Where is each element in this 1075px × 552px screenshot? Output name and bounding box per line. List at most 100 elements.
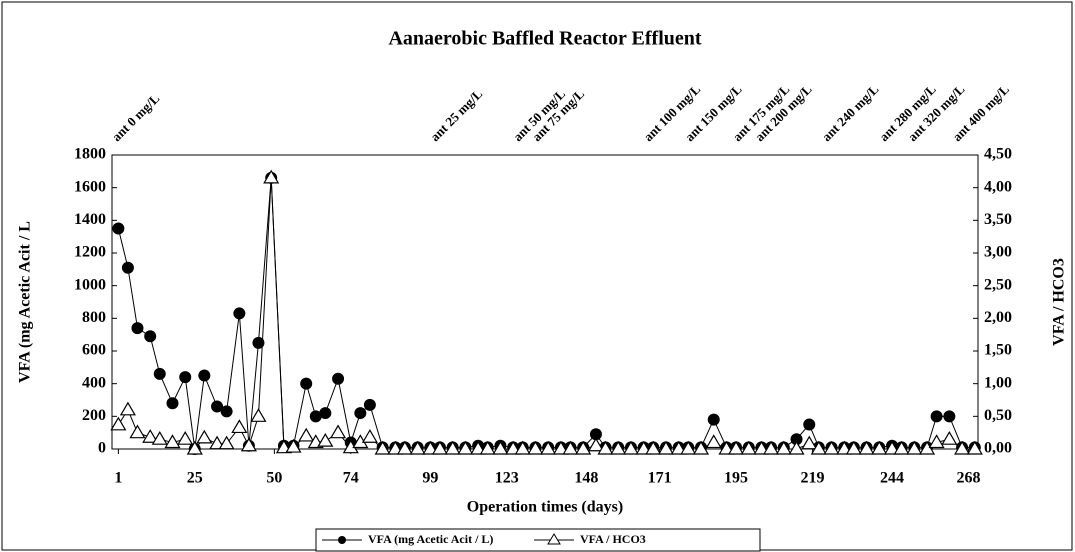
x-tick-label: 268 [956,470,980,487]
data-point [409,440,426,455]
y2-tick-label: 3,50 [984,211,1012,228]
data-point [422,440,439,455]
x-tick-label: 74 [343,470,359,487]
data-point [575,440,592,455]
data-point [871,440,888,455]
data-point [883,440,901,455]
data-point [250,408,267,422]
x-tick-label: 219 [800,470,824,487]
data-point [361,429,378,443]
y-tick-label: 400 [82,374,106,391]
data-point [387,440,404,455]
data-point [552,440,569,455]
data-point [354,407,367,420]
data-point [727,440,745,455]
data-point [186,440,203,455]
data-point [587,437,604,452]
data-point [645,440,662,455]
data-point [858,440,875,455]
x-axis-label: Operation times (days) [467,499,623,516]
data-point [906,440,923,455]
data-point [298,427,315,442]
data-point [119,401,136,416]
data-point [803,418,816,431]
data-point [622,440,640,455]
data-point [121,261,134,274]
y2-tick-label: 2,50 [984,276,1012,293]
data-point [941,431,958,445]
data-point [692,440,710,455]
data-point [151,431,168,445]
data-point [396,440,413,455]
data-point [218,435,235,450]
data-point [775,440,792,455]
data-point [763,440,780,455]
data-point [231,419,248,434]
data-point [928,434,945,449]
data-point [240,437,257,452]
data-point [233,307,246,320]
x-tick-label: 50 [266,470,282,487]
data-point [142,429,159,443]
y2-tick-label: 0,00 [984,440,1012,457]
y-tick-label: 1400 [74,211,106,228]
data-point [444,440,461,455]
legend-label: VFA / HCO3 [580,532,646,546]
y-tick-label: 1000 [74,276,106,293]
data-point [164,434,181,449]
x-tick-label: 99 [422,470,438,487]
data-point [374,440,391,455]
data-point [319,407,332,420]
y2-tick-label: 1,50 [984,342,1012,359]
y2-tick-label: 4,00 [984,178,1012,195]
data-point [930,410,943,423]
data-point [110,416,127,431]
data-point [470,440,487,455]
data-point [753,440,770,455]
data-point [740,440,757,455]
data-point [610,440,627,455]
x-tick-label: 25 [187,470,203,487]
y-tick-label: 200 [82,407,106,424]
data-point [220,405,233,418]
data-point [635,440,652,455]
data-point [943,410,956,423]
data-point [479,440,496,455]
x-tick-label: 123 [495,470,519,487]
data-point [562,440,579,455]
data-point [801,435,818,450]
x-tick-label: 1 [114,470,122,487]
data-point [153,367,166,380]
y-tick-label: 0 [98,440,106,457]
data-point [845,440,862,455]
data-point [810,440,827,455]
data-point [788,440,805,455]
x-tick-label: 171 [648,470,672,487]
y-tick-label: 1200 [74,244,106,261]
data-point [330,424,347,439]
data-point [144,330,157,343]
data-point [670,440,687,455]
data-point [966,440,983,455]
y2-tick-label: 3,00 [984,244,1012,261]
data-point [657,440,675,455]
data-point [196,429,213,444]
data-point [363,398,376,411]
data-point [285,438,302,453]
data-point [954,440,971,455]
x-tick-label: 195 [724,470,748,487]
data-point [707,413,720,426]
data-point [179,371,192,384]
y2-tick-label: 1,00 [984,374,1012,391]
data-point [129,424,146,439]
data-point [705,434,722,449]
data-point [177,431,194,445]
x-tick-label: 244 [880,470,904,487]
y-tick-label: 800 [82,309,106,326]
data-point [252,336,265,349]
data-point [300,377,313,390]
data-point [431,440,448,455]
data-point [527,440,544,455]
